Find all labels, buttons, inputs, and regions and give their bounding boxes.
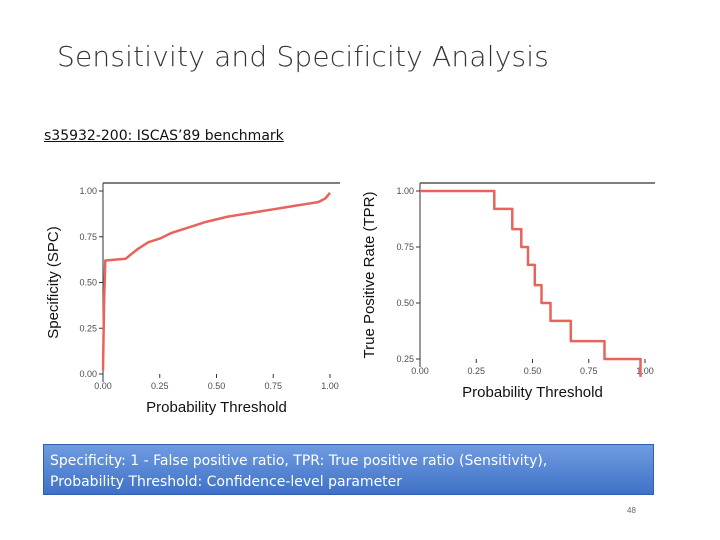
chart1-ytick-label: 0.25: [79, 323, 97, 333]
caption-line-1: Specificity: 1 - False positive ratio, T…: [50, 453, 548, 469]
chart1-ytick-label: 0.00: [79, 369, 97, 379]
page-number: 48: [627, 506, 636, 515]
caption-box: Specificity: 1 - False positive ratio, T…: [43, 444, 654, 495]
chart1-ytick-label: 0.75: [79, 232, 97, 242]
chart2-x-axis-label: Probability Threshold: [462, 384, 603, 401]
chart1-xtick-label: 1.00: [321, 381, 339, 391]
specificity-chart: 0.00 0.25 0.50 0.75 1.00 0.00 0.25 0.50 0.75 1.00…: [45, 182, 340, 416]
chart1-xtick-label: 0.25: [151, 381, 169, 391]
chart2-ytick-label: 0.75: [396, 242, 414, 252]
chart1-xtick-label: 0.75: [264, 381, 282, 391]
chart2-series-line: [420, 189, 642, 377]
chart1-xtick-label: 0.50: [208, 381, 226, 391]
chart2-ytick-label: 1.00: [396, 186, 414, 196]
chart1-xtick-label: 0.00: [94, 381, 112, 391]
chart2-xtick-label: 0.50: [524, 366, 542, 376]
chart2-xtick-label: 1.00: [636, 366, 654, 376]
chart2-y-axis-label: True Positive Rate (TPR): [361, 192, 378, 359]
chart2-xtick-label: 0.00: [411, 366, 429, 376]
chart1-x-axis-label: Probability Threshold: [146, 399, 287, 416]
caption-line-2: Probability Threshold: Confidence-level …: [50, 474, 403, 490]
chart2-xtick-label: 0.25: [467, 366, 485, 376]
slide-title: Sensitivity and Specificity Analysis: [57, 40, 550, 73]
tpr-chart: 0.25 0.50 0.75 1.00 0.00 0.25 0.50 0.75 1.00 Prob…: [361, 182, 655, 401]
chart1-ytick-label: 1.00: [79, 186, 97, 196]
chart2-xtick-label: 0.75: [580, 366, 598, 376]
slide-subtitle: s35932-200: ISCAS’89 benchmark: [44, 128, 284, 144]
chart1-series-line: [101, 192, 331, 371]
chart1-y-axis-label: Specificity (SPC): [45, 226, 62, 339]
chart1-ytick-label: 0.50: [79, 278, 97, 288]
chart2-ytick-label: 0.50: [396, 298, 414, 308]
chart2-ytick-label: 0.25: [396, 354, 414, 364]
